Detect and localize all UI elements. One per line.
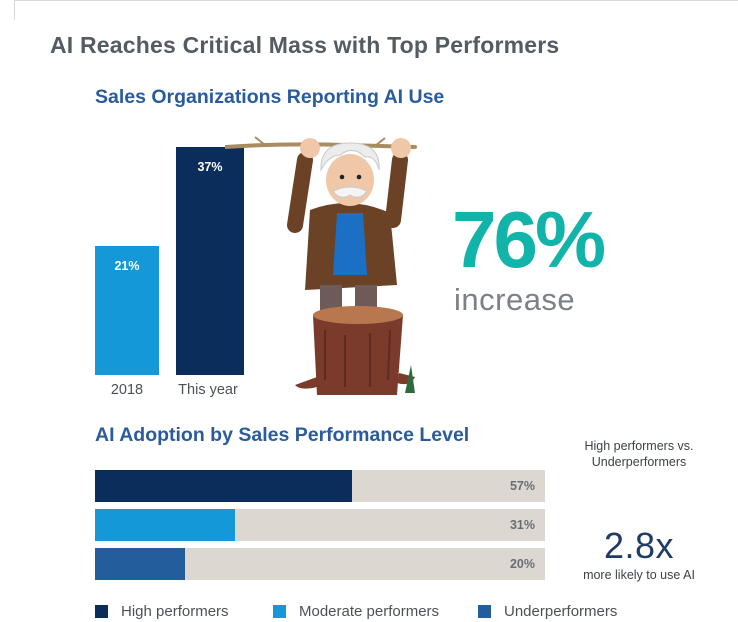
bar-this-year-value: 37% xyxy=(197,160,223,174)
hbar-moderate-value: 31% xyxy=(509,518,535,532)
legend-label-moderate: Moderate performers xyxy=(299,603,440,620)
top-divider xyxy=(14,0,738,1)
bar-this-year xyxy=(176,147,244,375)
legend-label-high: High performers xyxy=(121,603,229,620)
bar-2018-value: 21% xyxy=(114,259,140,273)
legend-label-under: Underperformers xyxy=(504,603,618,620)
hbar-high-performers xyxy=(95,470,352,502)
hbar-track-moderate: 31% xyxy=(95,509,545,541)
legend-swatch-high xyxy=(95,605,108,618)
hbar-high-value: 57% xyxy=(509,479,535,493)
category-label-2018: 2018 xyxy=(110,382,144,398)
mascot-character-icon xyxy=(225,136,417,395)
increase-percentage: 76% xyxy=(452,195,606,284)
hbar-under-value: 20% xyxy=(509,557,535,571)
comparison-heading: High performers vs. Underperformers xyxy=(556,438,722,470)
left-divider xyxy=(14,0,15,20)
legend-swatch-under xyxy=(478,605,491,618)
page-title: AI Reaches Critical Mass with Top Perfor… xyxy=(50,32,560,58)
increase-label: increase xyxy=(454,282,576,317)
hbar-track-under: 20% xyxy=(95,548,545,580)
category-label-this-year: This year xyxy=(178,382,238,398)
legend-swatch-moderate xyxy=(273,605,286,618)
vertical-chart-title: Sales Organizations Reporting AI Use xyxy=(95,86,445,108)
comparison-multiplier: 2.8x xyxy=(603,525,675,566)
comparison-heading-line1: High performers vs. xyxy=(584,439,694,453)
comparison-heading-line2: Underperformers xyxy=(591,455,687,469)
comparison-caption: more likely to use AI xyxy=(583,568,695,582)
hbar-underperformers xyxy=(95,548,185,580)
hbar-track-high: 57% xyxy=(95,470,545,502)
horizontal-chart-title: AI Adoption by Sales Performance Level xyxy=(95,424,470,446)
hbar-moderate-performers xyxy=(95,509,235,541)
bar-2018 xyxy=(95,246,159,375)
